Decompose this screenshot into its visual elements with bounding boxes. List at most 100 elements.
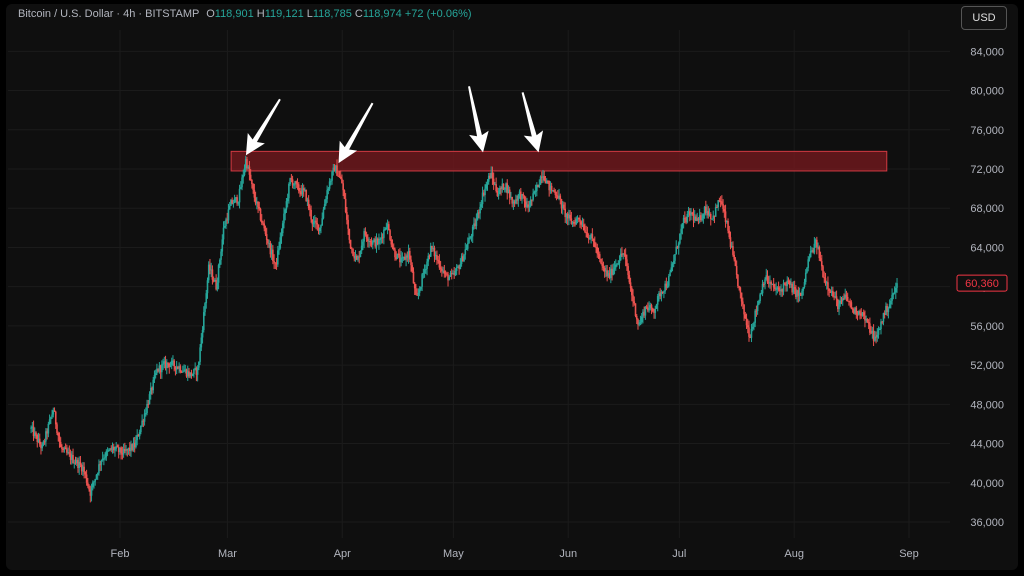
candle-body [421, 274, 423, 287]
candle-body [333, 167, 336, 172]
candle-body [853, 309, 855, 314]
candle-body [820, 261, 823, 267]
candle-body [875, 336, 877, 338]
candle-body [610, 268, 612, 279]
candle-body [180, 371, 183, 373]
candle-body [207, 264, 210, 281]
price-axis[interactable]: 36,00040,00044,00048,00052,00056,00060,0… [956, 46, 1008, 529]
candle-body [195, 367, 198, 375]
arrow-icon [468, 86, 489, 153]
candle-body [279, 237, 282, 249]
candle-body [763, 283, 765, 285]
candle-body [30, 427, 32, 429]
candle-body [585, 231, 587, 233]
candle-body [869, 323, 871, 333]
price-tick-label: 56,000 [970, 321, 1004, 333]
candle-body [362, 241, 364, 246]
currency-button[interactable]: USD [961, 6, 1007, 30]
candle-body [179, 366, 182, 372]
candle-body [343, 190, 346, 199]
candle-body [131, 444, 134, 450]
candle-body [268, 242, 270, 244]
candle-body [716, 207, 718, 209]
candle-body [637, 319, 639, 325]
time-axis[interactable]: Feb Mar Apr May Jun Jul Aug Sep [111, 548, 919, 560]
candle-body [892, 293, 895, 295]
candle-body [883, 313, 886, 315]
candle-body [739, 287, 742, 293]
candle-body [353, 255, 356, 259]
candle-body [201, 329, 204, 338]
candle-body [46, 431, 48, 434]
candle-body [258, 206, 261, 209]
candle-body [713, 215, 716, 217]
candle-body [579, 219, 581, 222]
candle-body [687, 211, 690, 214]
candle-body [111, 446, 114, 450]
candle-body [728, 230, 731, 238]
candle-body [675, 246, 678, 255]
price-tick-label: 68,000 [970, 203, 1004, 215]
arrow-shape [245, 98, 281, 156]
candle-body [185, 369, 188, 377]
candle-body [819, 258, 822, 262]
candle-body [623, 253, 626, 255]
candle-body [42, 441, 45, 446]
candle-body [628, 275, 631, 283]
candle-body [692, 214, 695, 221]
candle-body [769, 282, 771, 284]
candle-body [75, 459, 78, 464]
candle-body [837, 299, 839, 310]
candle-body [429, 245, 432, 257]
candle-body [857, 311, 860, 315]
candle-body [389, 230, 391, 240]
candle-body [797, 290, 800, 296]
candle-body [749, 336, 752, 338]
candle-body [552, 190, 554, 192]
candle-body [401, 257, 404, 259]
candle-body [760, 293, 763, 295]
candle-body [787, 280, 790, 282]
candle-body [444, 273, 447, 275]
candle-body [379, 238, 381, 241]
candle-body [182, 371, 184, 373]
candle-body [434, 254, 437, 257]
candle-body [481, 192, 484, 205]
candle-body [803, 282, 806, 288]
candle-body [855, 307, 858, 315]
candle-body [542, 176, 544, 178]
candle-body [712, 215, 715, 219]
candle-body [830, 290, 833, 293]
candle-body [231, 200, 233, 204]
candle-body [663, 291, 665, 293]
candle-body [88, 485, 90, 490]
candle-body [100, 460, 103, 465]
candle-body [719, 201, 722, 203]
candle-body [256, 201, 258, 204]
candle-body [109, 448, 111, 451]
arrow-shape [521, 92, 544, 153]
candle-body [721, 201, 723, 205]
price-tick-label: 44,000 [970, 439, 1004, 451]
candle-body [457, 266, 459, 268]
candle-body [202, 312, 205, 330]
candle-body [452, 273, 454, 275]
candle-body [357, 256, 359, 260]
candle-body [167, 362, 169, 364]
candle-body [788, 281, 791, 285]
candle-body [549, 185, 552, 191]
candle-body [798, 292, 801, 296]
candle-body [862, 312, 865, 316]
candle-body [364, 231, 367, 235]
candle-body [232, 202, 235, 204]
candle-body [400, 257, 402, 263]
price-tick-label: 80,000 [970, 86, 1004, 98]
candle-body [838, 303, 840, 310]
high-label: H [256, 8, 265, 20]
time-tick-label: Aug [784, 548, 804, 560]
candle-body [259, 208, 262, 221]
candle-body [645, 306, 648, 308]
candle-body [796, 290, 798, 297]
candle-body [492, 178, 495, 185]
